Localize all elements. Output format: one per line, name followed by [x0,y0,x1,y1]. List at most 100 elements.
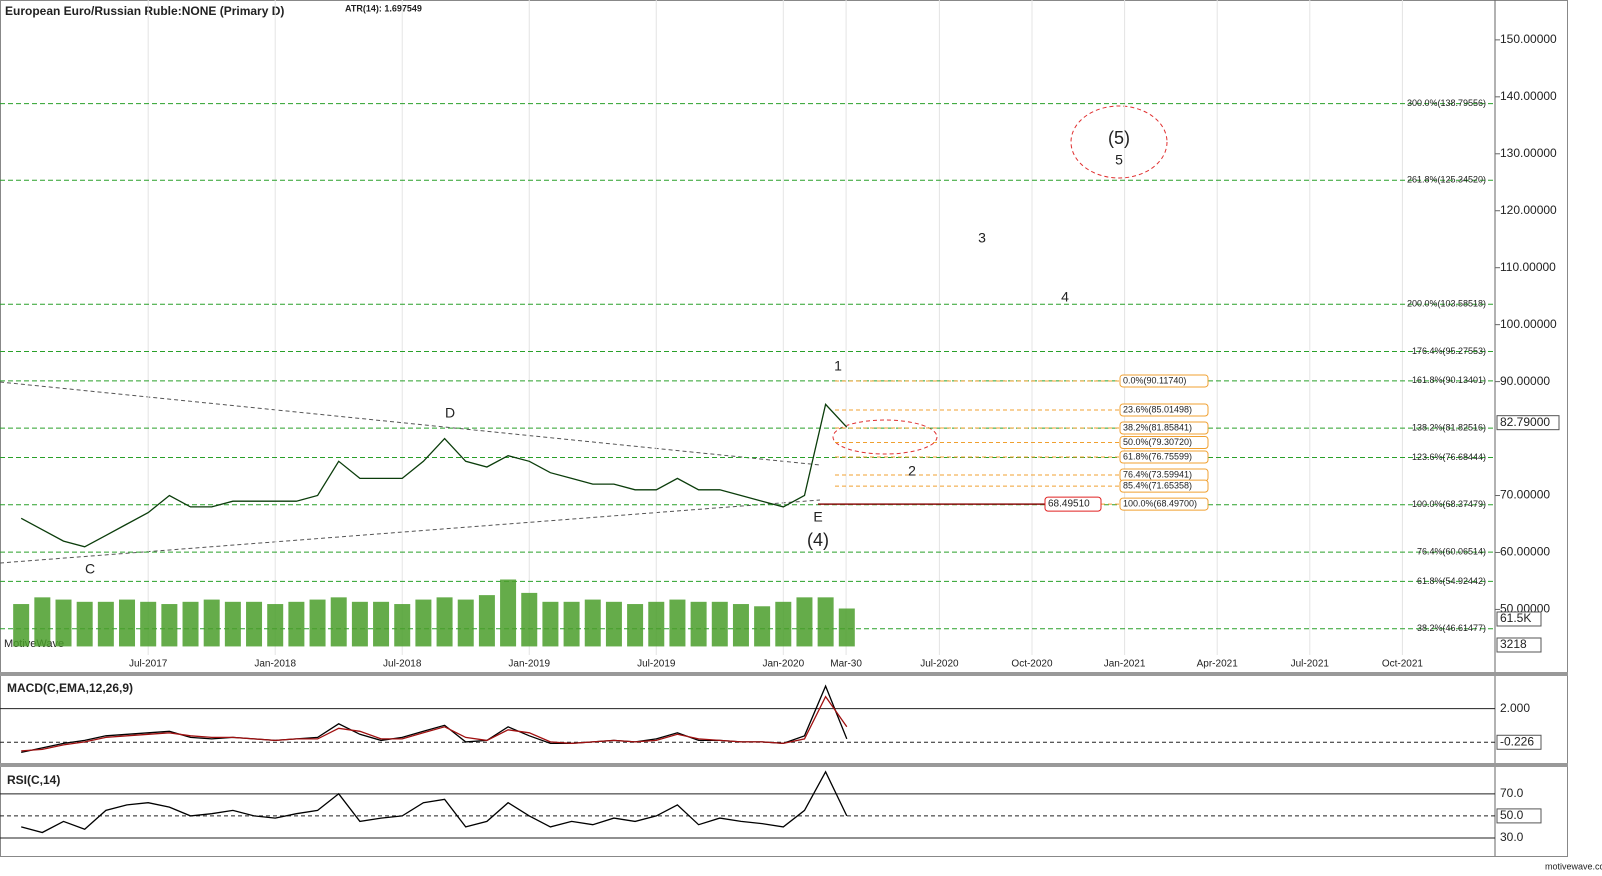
y-tick-label: 70.00000 [1500,488,1550,502]
y-tick-label: 120.00000 [1500,203,1557,217]
value-box [1496,611,1542,627]
fib-label: 123.6%(76.68444) [1412,452,1486,462]
volume-bar [838,608,855,647]
y-tick-label: 100.00000 [1500,317,1557,331]
panel-separator [0,672,1568,676]
fib-label: 176.4%(95.27553) [1412,346,1486,356]
y-tick-label: 150.00000 [1500,32,1557,46]
volume-bar [605,601,622,647]
volume-bar [457,599,474,647]
value-box [1496,637,1542,653]
x-tick-label: Oct-2021 [1382,659,1424,670]
volume-bar [246,601,263,647]
indicator-label: ATR(14): 1.697549 [345,3,422,13]
volume-bar [563,601,580,647]
volume-bar [415,599,432,647]
volume-bar [309,599,326,647]
volume-bar [13,604,30,647]
volume-bar [754,606,771,647]
volume-bar [478,595,495,647]
volume-bar [436,597,453,647]
x-tick-label: Jul-2019 [637,659,676,670]
fib-label: 300.0%(138.79556) [1407,98,1486,108]
marker-label: 68.49510 [1048,499,1090,510]
volume-bar [351,601,368,647]
wave-label: 1 [834,358,842,374]
price-label: 82.79000 [1500,415,1550,429]
x-tick-label: Jan-2019 [508,659,550,670]
y-tick-label: 140.00000 [1500,89,1557,103]
footer: motivewave.com [1545,861,1602,871]
volume-bar [775,601,792,647]
watermark: MotiveWave [4,638,64,650]
y-tick-label: 30.0 [1500,830,1524,844]
x-tick-label: Mar-30 [830,659,862,670]
wave-label: (5) [1108,128,1130,148]
volume-bar [34,597,51,647]
wave-label: E [813,509,822,525]
x-tick-label: Jul-2021 [1291,659,1330,670]
price-box [1496,415,1560,431]
wave-label: (4) [807,530,829,550]
retracement-label: 38.2%(81.85841) [1123,422,1192,432]
label-box [1119,403,1209,417]
retracement-label: 61.8%(76.75599) [1123,451,1192,461]
fib-label: 38.2%(46.61477) [1417,623,1486,633]
wave-label: 2 [908,463,916,479]
target-ellipse [832,419,938,455]
volume-bar [542,601,559,647]
fib-label: 138.2%(81.82516) [1412,423,1486,433]
volume-bar [76,601,93,647]
panel-separator [0,763,1568,767]
y-tick-label: 70.0 [1500,786,1524,800]
label-box [1119,497,1209,511]
value-box [1496,808,1542,824]
volume-bar [690,601,707,647]
volume-bar [267,604,284,647]
y-tick-label: 50.0 [1500,808,1524,822]
x-tick-label: Jan-2021 [1104,659,1146,670]
volume-bar [140,601,157,647]
value-box [1496,734,1542,750]
x-tick-label: Jul-2020 [920,659,959,670]
x-tick-label: Jan-2020 [762,659,804,670]
label-box [1119,436,1209,450]
fib-label: 76.4%(60.06514) [1417,546,1486,556]
y-tick-label: 2.000 [1500,701,1530,715]
fib-label: 100.0%(68.37479) [1412,499,1486,509]
volume-bar [648,601,665,647]
retracement-label: 85.4%(71.65358) [1123,480,1192,490]
retracement-label: 50.0%(79.30720) [1123,437,1192,447]
volume-bar [627,604,644,647]
fib-label: 261.8%(125.34520) [1407,175,1486,185]
label-box [1119,479,1209,493]
volume-bar [500,579,517,647]
volume-bar [203,599,220,647]
wave-label: D [445,405,455,421]
label-box [1119,374,1209,388]
volume-bar [394,604,411,647]
wave-label: 3 [978,230,986,246]
chart-title: European Euro/Russian Ruble:NONE (Primar… [5,4,284,18]
retracement-label: 0.0%(90.11740) [1123,375,1186,385]
volume-bar [373,601,390,647]
y2-tick-label: 3218 [1500,637,1527,651]
panel-title: MACD(C,EMA,12,26,9) [7,681,133,695]
y-tick-label: 110.00000 [1500,260,1556,274]
volume-bar [521,592,538,647]
panel-title: RSI(C,14) [7,773,60,787]
volume-bar [584,599,601,647]
volume-bar [796,597,813,647]
series-line [21,770,848,834]
x-tick-label: Jul-2018 [383,659,422,670]
series-line [21,684,848,754]
retracement-label: 100.0%(68.49700) [1123,498,1197,508]
retracement-label: 76.4%(73.59941) [1123,469,1192,479]
volume-bar [55,599,72,647]
volume-bar [711,601,728,647]
wave-label: 5 [1115,152,1123,168]
x-tick-label: Jan-2018 [254,659,296,670]
volume-bar [161,604,178,647]
y-tick-label: 90.00000 [1500,374,1550,388]
